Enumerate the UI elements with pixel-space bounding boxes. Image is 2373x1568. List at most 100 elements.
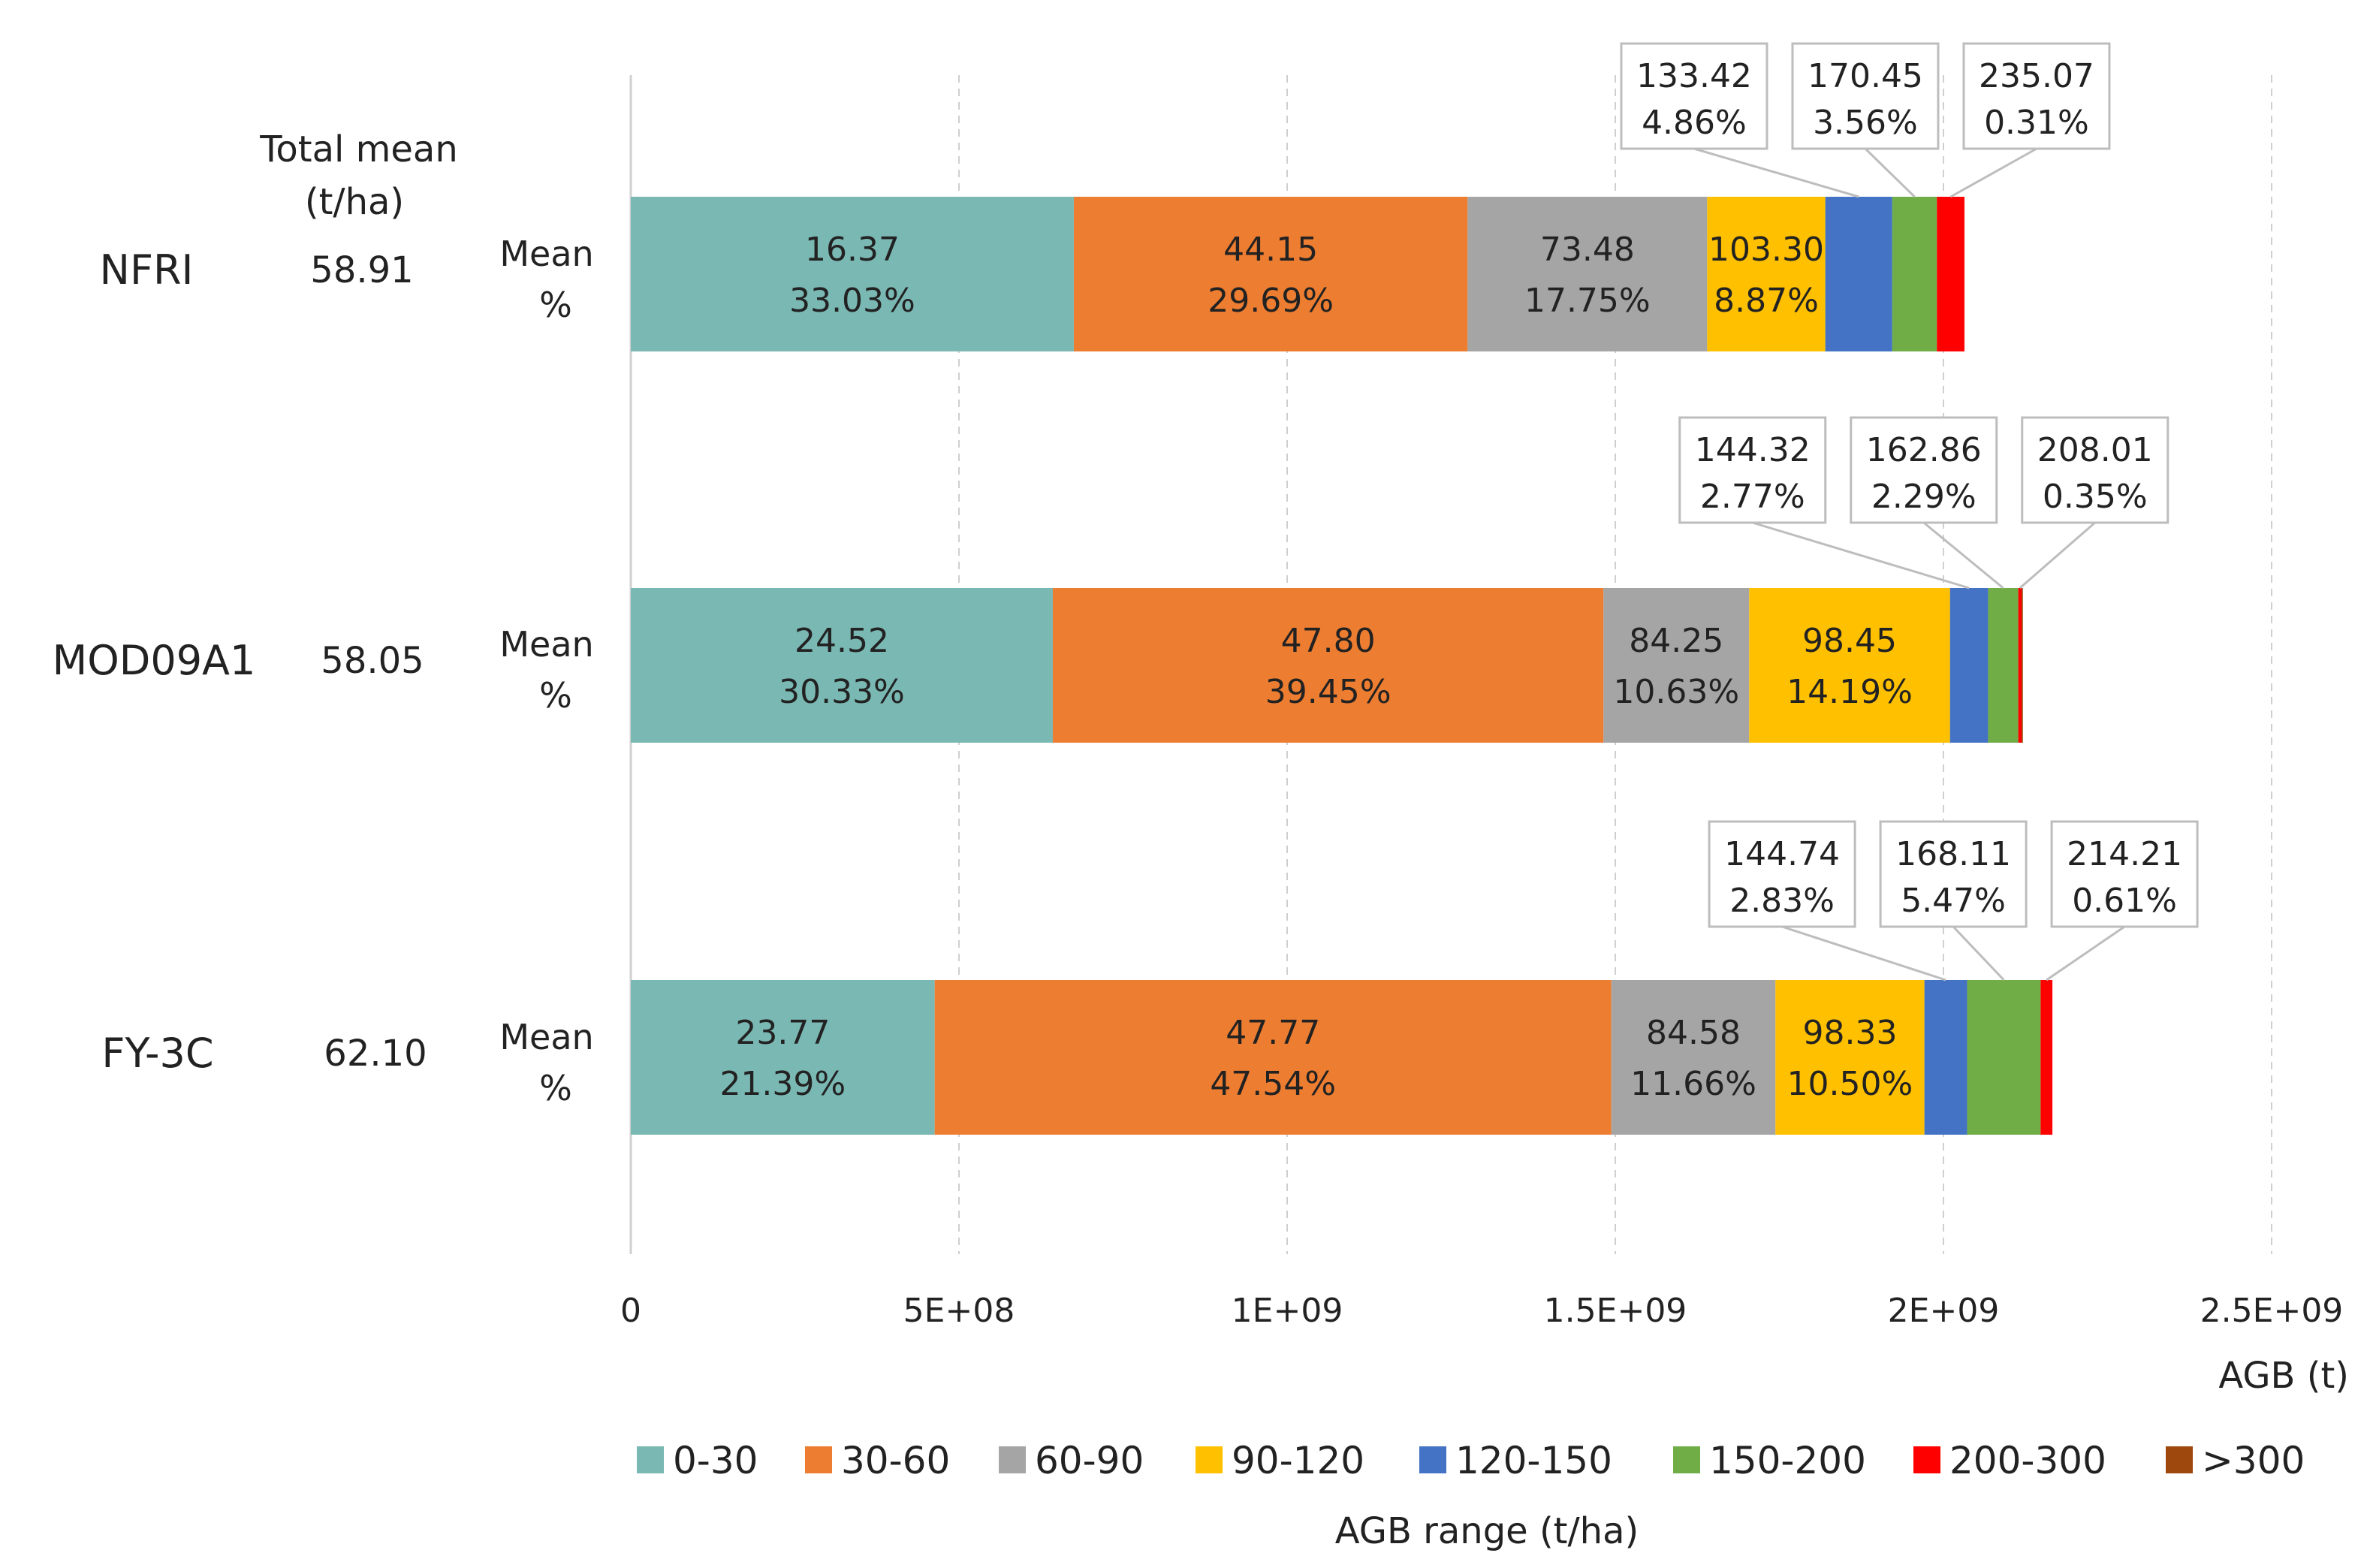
bar-segment-150-200 — [1988, 588, 2019, 743]
callout-mean: 133.42 — [1636, 57, 1752, 95]
callout-pct: 2.77% — [1700, 478, 1805, 516]
row-pct-label: % — [539, 1068, 572, 1108]
segment-pct-label: 11.66% — [1630, 1065, 1756, 1103]
bar-segment-120-150 — [1924, 980, 1967, 1135]
bar-segment-0-30 — [631, 588, 1053, 743]
legend-label: 150-200 — [1709, 1439, 1866, 1482]
bar-segment-90-120 — [1707, 197, 1826, 351]
bar-segment-30-60 — [934, 980, 1612, 1135]
callout-box — [1678, 416, 1827, 524]
callout-mean: 235.07 — [1979, 57, 2094, 95]
row-mean-label: Mean — [499, 624, 593, 665]
segment-mean-label: 47.77 — [1226, 1014, 1320, 1052]
callout-box — [1879, 820, 2028, 928]
bar-segment-0-30 — [631, 197, 1074, 351]
total-mean-header-line1: Total mean — [259, 128, 457, 170]
segment-pct-label: 14.19% — [1787, 673, 1913, 711]
segment-pct-label: 30.33% — [779, 673, 905, 711]
x-axis-title: AGB (t) — [2218, 1355, 2349, 1397]
callout-mean: 168.11 — [1895, 835, 2011, 873]
legend-label: 90-120 — [1232, 1439, 1364, 1482]
x-tick-label: 2.5E+09 — [2200, 1292, 2344, 1330]
bar-segment-200-300 — [1937, 197, 1964, 351]
segment-pct-label: 10.50% — [1787, 1065, 1913, 1103]
segment-mean-label: 103.30 — [1708, 231, 1824, 269]
bar-segment-150-200 — [1967, 980, 2041, 1135]
legend-swatch-0-30 — [637, 1446, 664, 1473]
segment-mean-label: 84.25 — [1629, 622, 1723, 660]
callout-pct: 5.47% — [1901, 882, 2006, 920]
row-name: MOD09A1 — [53, 637, 256, 684]
callout-leader-line — [1693, 147, 1859, 198]
callout-leader-line — [1949, 147, 2037, 198]
segment-pct-label: 47.54% — [1210, 1065, 1336, 1103]
callout-box — [1850, 416, 1998, 524]
row-total-mean: 58.05 — [321, 640, 424, 682]
bar-segment-150-200 — [1892, 197, 1937, 351]
callout-pct: 0.35% — [2043, 478, 2148, 516]
legend-swatch-120-150 — [1419, 1446, 1446, 1473]
callout-box — [1620, 42, 1768, 150]
segment-mean-label: 24.52 — [795, 622, 889, 660]
legend: AGB range (t/ha) 0-30 30-60 60-90 90-120 120… — [637, 1439, 2305, 1552]
bar-segment-0-30 — [631, 980, 935, 1135]
callout-mean: 214.21 — [2067, 835, 2182, 873]
segment-mean-label: 47.80 — [1281, 622, 1376, 660]
segment-pct-label: 17.75% — [1524, 282, 1651, 320]
callout-pct: 4.86% — [1642, 104, 1747, 142]
segment-pct-label: 10.63% — [1613, 673, 1739, 711]
legend-swatch-30-60 — [805, 1446, 832, 1473]
legend-swatch-90-120 — [1196, 1446, 1223, 1473]
bar-segment-200-300 — [2018, 588, 2022, 743]
row-name: NFRI — [100, 246, 194, 294]
x-tick-label: 1E+09 — [1232, 1292, 1343, 1330]
x-tick-label: 1.5E+09 — [1544, 1292, 1687, 1330]
bar-segments — [631, 197, 2053, 1135]
segment-pct-label: 33.03% — [789, 282, 915, 320]
callout-box — [1791, 42, 1940, 150]
x-tick-label: 5E+08 — [903, 1292, 1015, 1330]
callout-leader-line — [1781, 925, 1946, 982]
segment-mean-label: 73.48 — [1540, 231, 1635, 269]
callout-pct: 0.61% — [2072, 882, 2177, 920]
callout-leader-line — [1922, 521, 2004, 590]
legend-swatch-200-300 — [1913, 1446, 1940, 1473]
callout-mean: 144.74 — [1724, 835, 1840, 873]
bar-segment-90-120 — [1749, 588, 1950, 743]
legend-title: AGB range (t/ha) — [1335, 1510, 1639, 1552]
bar-segment-60-90 — [1603, 588, 1750, 743]
row-pct-label: % — [539, 675, 572, 716]
legend-label: 120-150 — [1455, 1439, 1612, 1482]
legend-label: 30-60 — [841, 1439, 950, 1482]
callout-pct: 2.83% — [1729, 882, 1835, 920]
total-mean-header-line2: (t/ha) — [305, 181, 404, 223]
row-total-mean: 58.91 — [310, 249, 413, 291]
bar-segment->300 — [2022, 588, 2023, 743]
callout-leader-line — [2019, 521, 2096, 590]
bar-segment-30-60 — [1052, 588, 1604, 743]
x-axis: AGB (t) 0 5E+08 1E+09 1.5E+09 2E+09 2.5E+09 — [620, 1292, 2349, 1397]
callout-pct: 2.29% — [1871, 478, 1976, 516]
bar-segment-60-90 — [1467, 197, 1708, 351]
row-mean-label: Mean — [499, 1017, 593, 1057]
segment-mean-label: 98.33 — [1802, 1014, 1897, 1052]
row-name: FY-3C — [101, 1030, 213, 1077]
bar-segment-120-150 — [1949, 588, 1989, 743]
callout-box — [1962, 42, 2111, 150]
row-mean-label: Mean — [499, 234, 593, 274]
bar-segment-60-90 — [1611, 980, 1776, 1135]
legend-swatch->300 — [2166, 1446, 2193, 1473]
legend-swatch-150-200 — [1673, 1446, 1700, 1473]
callout-leader-line — [1952, 925, 2005, 982]
bar-segment-120-150 — [1825, 197, 1892, 351]
callout-boxes: 133.42 4.86% 170.45 3.56% 235.07 0.31% 144.32 2… — [1620, 42, 2199, 982]
callout-pct: 3.56% — [1813, 104, 1918, 142]
x-tick-label: 2E+09 — [1888, 1292, 2000, 1330]
callout-mean: 162.86 — [1866, 431, 1982, 469]
segment-mean-label: 44.15 — [1223, 231, 1318, 269]
legend-label: 200-300 — [1949, 1439, 2106, 1482]
segment-mean-label: 98.45 — [1802, 622, 1897, 660]
segment-labels: 16.37 33.03% 44.15 29.69% 73.48 17.75% 103.30 8… — [719, 231, 1913, 1103]
legend-swatch-60-90 — [999, 1446, 1026, 1473]
